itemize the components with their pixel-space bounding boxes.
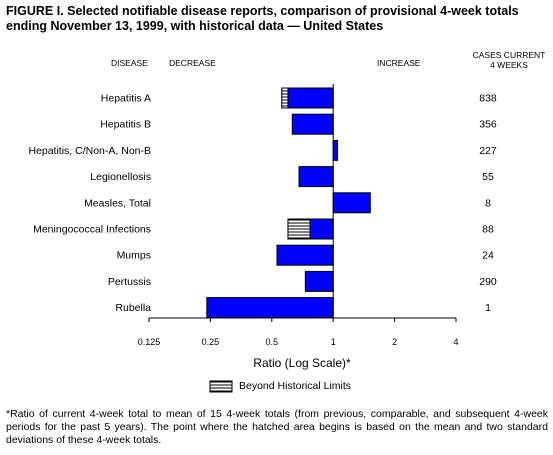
labels-layer: Hepatitis A 838 Hepatitis B 356 Hepatitis, C…: [28, 93, 496, 315]
figure-title: FIGURE I. Selected notifiable disease re…: [6, 4, 519, 33]
legend-label: Beyond Historical Limits: [239, 380, 352, 392]
bar: [281, 87, 334, 109]
footnote: *Ratio of current 4-week total to mean o…: [6, 408, 548, 446]
category-label: Hepatitis, C/Non-A, Non-B: [28, 145, 151, 157]
case-count: 1: [485, 302, 491, 314]
bar: [332, 192, 371, 214]
category-label: Pertussis: [108, 276, 151, 288]
x-tick-label: 1: [331, 337, 336, 347]
x-axis-label: Ratio (Log Scale)*: [253, 356, 351, 370]
category-label: Rubella: [115, 302, 151, 314]
increase-header: INCREASE: [377, 58, 421, 68]
case-count: 356: [479, 119, 497, 131]
category-label: Legionellosis: [90, 171, 151, 183]
hatched-segment: [287, 218, 311, 240]
decrease-header: DECREASE: [169, 58, 216, 68]
case-count: 88: [482, 224, 494, 236]
category-label: Hepatitis A: [101, 93, 151, 105]
case-count: 838: [479, 93, 497, 105]
hatched-segment: [281, 87, 289, 109]
case-count: 8: [485, 197, 491, 209]
x-tick-label: 0.125: [138, 337, 161, 347]
category-label: Meningococcal Infections: [33, 224, 151, 236]
case-count: 24: [482, 250, 494, 262]
case-count: 55: [482, 171, 494, 183]
bar: [304, 270, 334, 292]
cases-column-header: CASES CURRENT 4 WEEKS: [472, 50, 546, 70]
category-label: Measles, Total: [84, 197, 151, 209]
legend-swatch: [209, 380, 233, 393]
x-tick-label: 0.5: [266, 337, 279, 347]
category-label: Hepatitis B: [100, 119, 151, 131]
x-tick-label: 4: [453, 337, 458, 347]
bar: [291, 113, 334, 135]
bar: [309, 218, 334, 240]
x-tick-label: 2: [392, 337, 397, 347]
disease-column-header: DISEASE: [111, 58, 148, 68]
category-label: Mumps: [117, 250, 151, 262]
case-count: 227: [479, 145, 497, 157]
case-count: 290: [479, 276, 497, 288]
x-tick-label: 0.25: [202, 337, 220, 347]
bar: [332, 139, 339, 161]
bar: [206, 297, 334, 319]
bar: [298, 166, 334, 188]
bars-layer: [206, 84, 371, 319]
bar: [276, 244, 334, 266]
x-axis: 0.125 0.25 0.5 1 2 4 Ratio (Log Scale)*: [138, 317, 459, 370]
